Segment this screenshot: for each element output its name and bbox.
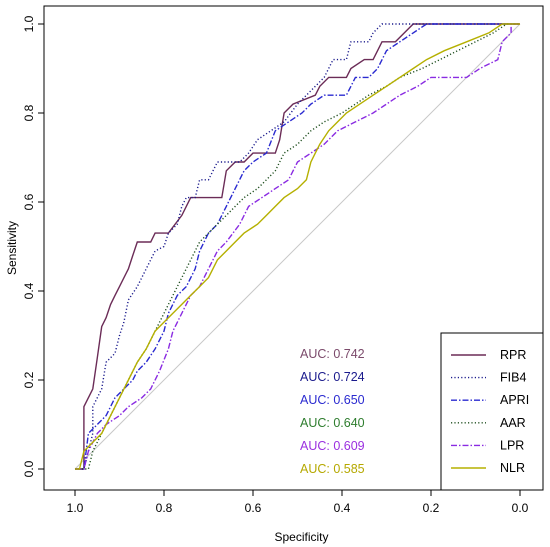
x-tick-label: 0.4 (334, 501, 351, 515)
y-tick-label: 0.4 (22, 282, 36, 299)
y-tick-label: 0.8 (22, 104, 36, 121)
auc-label-fib4: AUC: 0.724 (300, 370, 365, 384)
legend-label-apri: APRI (500, 393, 529, 407)
y-tick-label: 1.0 (22, 15, 36, 32)
legend-label-aar: AAR (500, 416, 526, 430)
series-line-rpr (75, 23, 520, 470)
reference-diagonal (74, 23, 521, 470)
auc-label-apri: AUC: 0.650 (300, 393, 365, 407)
legend-label-rpr: RPR (500, 348, 526, 362)
series-line-nlr (75, 23, 520, 470)
legend: RPR FIB4 APRI AAR LPR NLR (440, 332, 544, 491)
y-tick-label: 0.2 (22, 371, 36, 388)
x-axis-title: Specificity (274, 530, 328, 544)
legend-label-fib4: FIB4 (500, 371, 526, 385)
axes: 1.0 0.8 0.6 0.4 0.2 0.0 Specificity 0.0 0.2 0.4 0.… (5, 15, 528, 544)
x-tick-label: 0.8 (156, 501, 173, 515)
x-tick-label: 1.0 (67, 501, 84, 515)
auc-label-rpr: AUC: 0.742 (300, 347, 365, 361)
legend-label-lpr: LPR (500, 438, 524, 452)
series-line-lpr (75, 23, 520, 470)
y-tick-label: 0.6 (22, 193, 36, 210)
x-tick-label: 0.6 (245, 501, 262, 515)
auc-label-aar: AUC: 0.640 (300, 416, 365, 430)
x-tick-label: 0.2 (423, 501, 440, 515)
x-tick-label: 0.0 (512, 501, 529, 515)
legend-label-nlr: NLR (500, 461, 525, 475)
auc-label-lpr: AUC: 0.609 (300, 439, 365, 453)
legend-box (440, 332, 544, 491)
auc-label-nlr: AUC: 0.585 (300, 462, 365, 476)
y-axis-title: Sensitivity (5, 221, 19, 275)
y-tick-label: 0.0 (22, 460, 36, 477)
series-lines (75, 23, 520, 470)
auc-labels: AUC: 0.742 AUC: 0.724 AUC: 0.650 AUC: 0.640… (300, 347, 365, 476)
